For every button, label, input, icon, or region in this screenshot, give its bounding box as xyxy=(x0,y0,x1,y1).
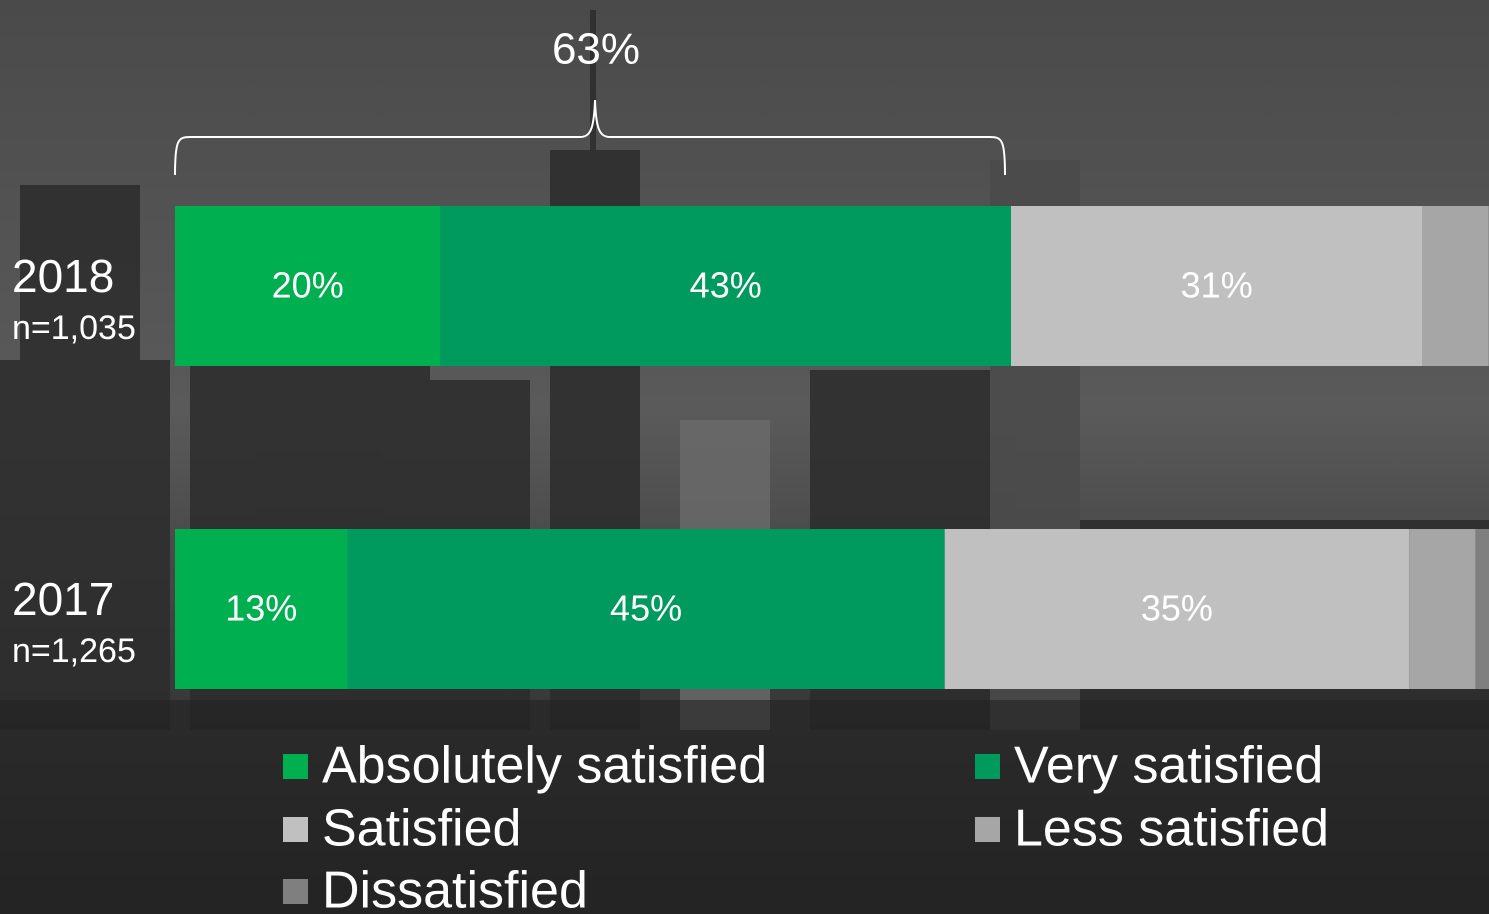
category-label: 2018 xyxy=(12,250,114,302)
legend-swatch xyxy=(975,754,1000,779)
category-label: 2017 xyxy=(12,573,114,625)
value-label: 20% xyxy=(272,265,344,306)
bar-segment xyxy=(1475,529,1489,689)
legend-label: Dissatisfied xyxy=(322,862,588,914)
annotation: 63% xyxy=(552,25,640,74)
bar-segment xyxy=(1409,529,1475,689)
value-label: 45% xyxy=(610,588,682,629)
sample-size-label: n=1,035 xyxy=(12,309,136,347)
legend-swatch xyxy=(283,879,308,904)
legend-swatch xyxy=(283,817,308,842)
legend-label: Very satisfied xyxy=(1014,737,1323,795)
bar-segment xyxy=(1422,206,1488,366)
sample-size-label: n=1,265 xyxy=(12,632,136,670)
value-label: 13% xyxy=(225,588,297,629)
legend-swatch xyxy=(975,817,1000,842)
chart: 63% 2018 n=1,035 20% 43% 31% 2017 n=1,265 13% 45… xyxy=(0,0,1489,914)
value-label: 43% xyxy=(690,265,762,306)
value-label: 31% xyxy=(1181,265,1253,306)
legend-label: Absolutely satisfied xyxy=(322,737,767,795)
legend-label: Less satisfied xyxy=(1014,800,1329,858)
value-label: 35% xyxy=(1141,588,1213,629)
legend-swatch xyxy=(283,754,308,779)
legend-label: Satisfied xyxy=(322,800,521,858)
page: {"chart_data": { "type": "stacked-barh",… xyxy=(0,0,1489,914)
